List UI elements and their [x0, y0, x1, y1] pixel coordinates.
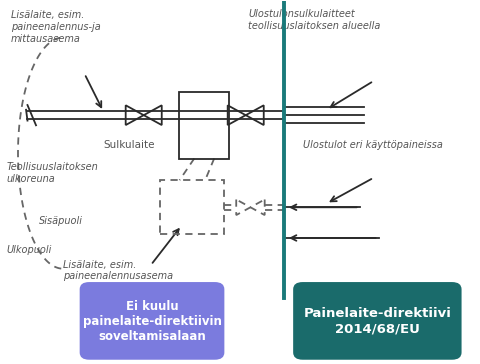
FancyBboxPatch shape	[292, 282, 461, 360]
Text: Painelaite­direktiivi
2014/68/EU: Painelaite­direktiivi 2014/68/EU	[303, 307, 451, 335]
Text: Lisälaite, esim.
paineenalennus-ja
mittausasema: Lisälaite, esim. paineenalennus-ja mitta…	[11, 11, 100, 44]
Bar	[160, 180, 224, 234]
Text: Sulkulaite: Sulkulaite	[103, 141, 155, 150]
Text: Ulkopuoli: Ulkopuoli	[6, 245, 51, 255]
Text: Ulostulot eri käyttöpaineissa: Ulostulot eri käyttöpaineissa	[302, 141, 442, 150]
FancyBboxPatch shape	[80, 282, 224, 360]
Bar	[179, 92, 228, 158]
Text: Sisäpuoli: Sisäpuoli	[39, 216, 83, 226]
Text: Lisälaite, esim.
paineenalennusasema: Lisälaite, esim. paineenalennusasema	[63, 260, 173, 281]
Text: Ulostulonsulkulaitteet
teollisuuslaitoksen alueella: Ulostulonsulkulaitteet teollisuuslaitoks…	[248, 9, 380, 31]
Text: Ei kuulu
painelaite­direktiivin
soveltamisalaan: Ei kuulu painelaite­direktiivin soveltam…	[83, 300, 221, 343]
Text: Teollisuuslaitoksen
ulkoreuna: Teollisuuslaitoksen ulkoreuna	[6, 162, 97, 184]
